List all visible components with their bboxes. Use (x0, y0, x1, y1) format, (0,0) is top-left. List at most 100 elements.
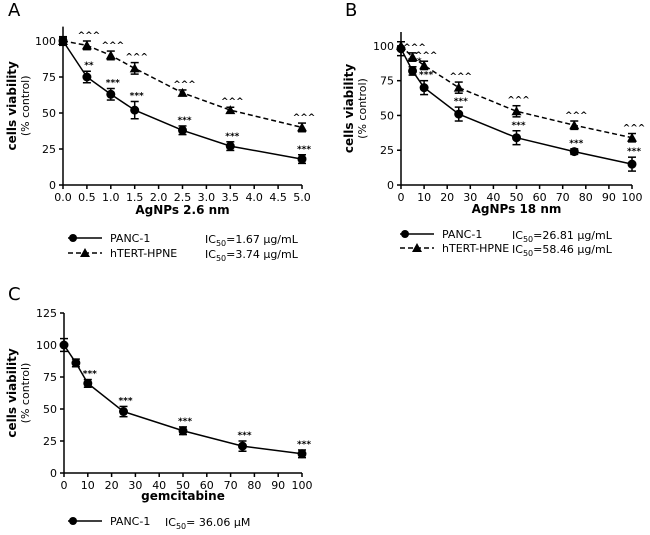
significance-label: *** (130, 91, 144, 101)
x-tick-label: 100 (622, 191, 643, 204)
y-tick-label: 50 (42, 107, 56, 120)
legend-label: PANC-1 (110, 232, 150, 245)
marker-circle (627, 159, 637, 169)
significance-label: *** (83, 370, 97, 380)
legend-label: PANC-1 (442, 228, 482, 241)
x-tick-label: 0 (398, 191, 405, 204)
x-tick-label: 30 (128, 479, 142, 492)
ic50-value: =3.74 μg/mL (226, 248, 299, 261)
marker-circle (569, 147, 579, 157)
marker-circle (225, 141, 235, 151)
x-tick-label: 100 (292, 479, 313, 492)
marker-circle (178, 426, 188, 436)
legend-label: hTERT-HPNE (442, 242, 509, 255)
ic50-label: IC50=58.46 μg/mL (512, 243, 613, 258)
marker-triangle (58, 36, 68, 45)
x-tick-label: 3.5 (222, 191, 240, 204)
y-axis-note: (% control) (19, 75, 32, 136)
y-tick-label: 100 (36, 339, 57, 352)
x-tick-label: 50 (176, 479, 190, 492)
significance-label: ^^^ (78, 31, 101, 41)
ic50-value: =26.81 μg/mL (533, 229, 613, 242)
x-tick-label: 80 (579, 191, 593, 204)
significance-label: *** (297, 440, 311, 450)
significance-label: *** (419, 71, 433, 81)
x-tick-label: 1.0 (102, 191, 120, 204)
marker-triangle (105, 50, 116, 60)
y-tick-label: 100 (35, 35, 56, 48)
marker-circle (71, 358, 81, 368)
ic50-value: =1.67 μg/mL (226, 233, 299, 246)
y-axis-label: cells viability (5, 61, 19, 150)
y-axis-note: (% control) (19, 363, 32, 424)
y-tick-label: 0 (50, 467, 57, 480)
y-tick-label: 25 (380, 144, 394, 157)
marker-circle (238, 441, 247, 451)
y-tick-label: 25 (42, 143, 56, 156)
marker-circle (408, 66, 418, 76)
x-axis-label: AgNPs 2.6 nm (135, 203, 229, 217)
x-tick-label: 70 (224, 479, 238, 492)
x-tick-label: 90 (271, 479, 285, 492)
significance-label: *** (237, 431, 251, 441)
x-tick-label: 10 (417, 191, 431, 204)
series-line (62, 40, 303, 160)
y-axis-label: cells viability (342, 64, 356, 153)
legend-label: hTERT-HPNE (110, 247, 177, 260)
marker-circle (454, 109, 464, 119)
significance-label: *** (511, 121, 525, 131)
x-tick-label: 20 (440, 191, 454, 204)
ic50-label: IC50= 36.06 μM (165, 516, 250, 531)
marker-triangle (129, 63, 140, 73)
x-tick-label: 20 (105, 479, 119, 492)
marker-circle (130, 105, 140, 115)
y-axis-label: cells viability (5, 348, 19, 437)
ic50-prefix: IC (512, 243, 523, 256)
x-tick-label: 90 (602, 191, 616, 204)
significance-label: ^^^ (293, 113, 316, 123)
x-tick-label: 70 (556, 191, 570, 204)
x-tick-label: 40 (486, 191, 500, 204)
ic50-label: IC50=26.81 μg/mL (512, 229, 613, 244)
x-tick-label: 40 (152, 479, 166, 492)
significance-label: ^^^ (623, 124, 646, 134)
marker-triangle (453, 82, 464, 92)
significance-label: *** (178, 417, 192, 427)
significance-label: ^^^ (173, 80, 196, 90)
ic50-label: IC50=3.74 μg/mL (205, 248, 299, 263)
marker-circle (512, 133, 521, 143)
ic50-subscript: 50 (176, 522, 186, 531)
marker-triangle (419, 60, 430, 70)
marker-circle (82, 72, 92, 82)
legend-label: PANC-1 (110, 515, 150, 528)
marker-triangle (225, 105, 236, 115)
significance-label: *** (454, 97, 468, 107)
marker-circle (59, 340, 69, 350)
y-tick-label: 125 (36, 307, 57, 320)
ic50-prefix: IC (512, 229, 523, 242)
series-line (63, 344, 303, 455)
y-tick-label: 100 (373, 40, 394, 53)
y-tick-label: 50 (380, 109, 394, 122)
significance-label: ^^^ (125, 53, 148, 63)
x-tick-label: 80 (247, 479, 261, 492)
legend-marker (401, 230, 409, 238)
panel-label: C (8, 284, 21, 305)
legend-marker (412, 243, 422, 252)
ic50-subscript: 50 (523, 249, 533, 258)
x-tick-label: 1.5 (126, 191, 144, 204)
x-tick-label: 10 (81, 479, 95, 492)
marker-triangle (177, 87, 188, 97)
ic50-subscript: 50 (216, 254, 226, 263)
panel-label: A (8, 0, 21, 21)
x-tick-label: 0 (61, 479, 68, 492)
marker-circle (178, 125, 187, 135)
ic50-label: IC50=1.67 μg/mL (205, 233, 299, 248)
significance-label: *** (118, 396, 132, 406)
y-tick-label: 0 (49, 179, 56, 192)
legend-marker (69, 234, 77, 242)
significance-label: ^^^ (449, 72, 472, 82)
significance-label: *** (297, 145, 311, 155)
x-tick-label: 50 (510, 191, 524, 204)
marker-circle (119, 407, 128, 417)
